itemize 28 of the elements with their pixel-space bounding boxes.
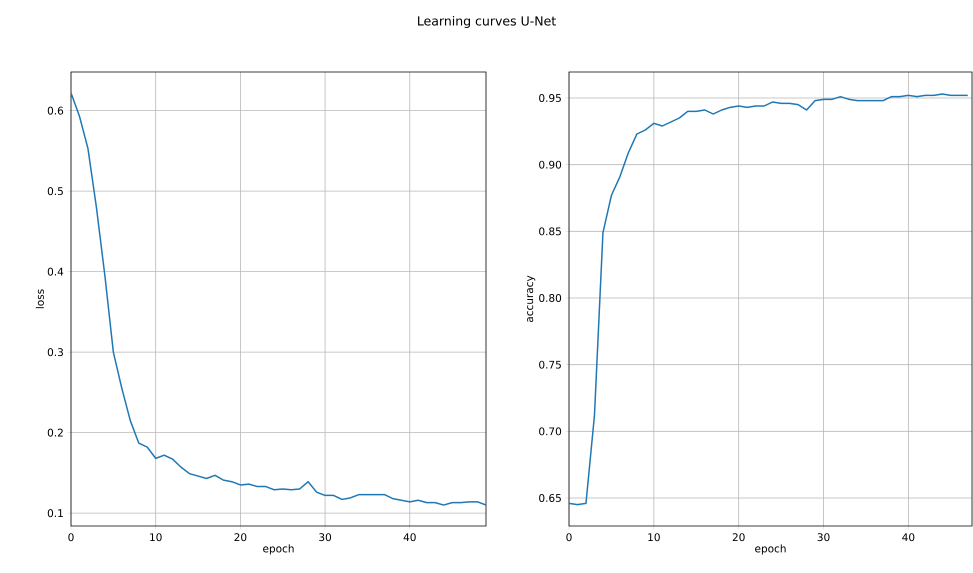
x-tick-label: 30	[319, 533, 332, 542]
y-tick-label: 0.3	[48, 348, 63, 356]
y-tick-label: 0.75	[539, 360, 561, 369]
x-tick-label: 30	[818, 533, 830, 542]
y-tick-label: 0.1	[48, 509, 63, 518]
chart-title: Learning curves U-Net	[418, 16, 556, 28]
x-tick-label: 0	[566, 533, 572, 542]
y-tick-label: 0.90	[539, 160, 562, 169]
y-tick-label: 0.70	[539, 427, 562, 436]
y-tick-label: 0.2	[48, 428, 63, 437]
y-axis-title: accuracy	[527, 276, 536, 322]
x-axis-title: epoch	[263, 544, 294, 554]
x-tick-label: 20	[732, 533, 745, 542]
y-tick-label: 0.85	[539, 227, 561, 236]
x-tick-label: 10	[648, 533, 660, 542]
y-tick-label: 0.80	[539, 294, 562, 302]
y-tick-label: 0.6	[48, 106, 64, 115]
x-axis-title: epoch	[755, 544, 786, 554]
y-axis-title: loss	[36, 289, 44, 308]
y-tick-label: 0.65	[539, 494, 561, 502]
x-tick-label: 10	[150, 533, 162, 542]
y-tick-label: 0.4	[48, 268, 64, 276]
x-tick-label: 20	[234, 533, 246, 542]
y-tick-label: 0.95	[539, 94, 561, 102]
x-tick-label: 40	[404, 533, 416, 542]
x-tick-label: 0	[68, 533, 74, 542]
y-tick-label: 0.5	[48, 187, 63, 196]
x-tick-label: 40	[902, 533, 914, 542]
